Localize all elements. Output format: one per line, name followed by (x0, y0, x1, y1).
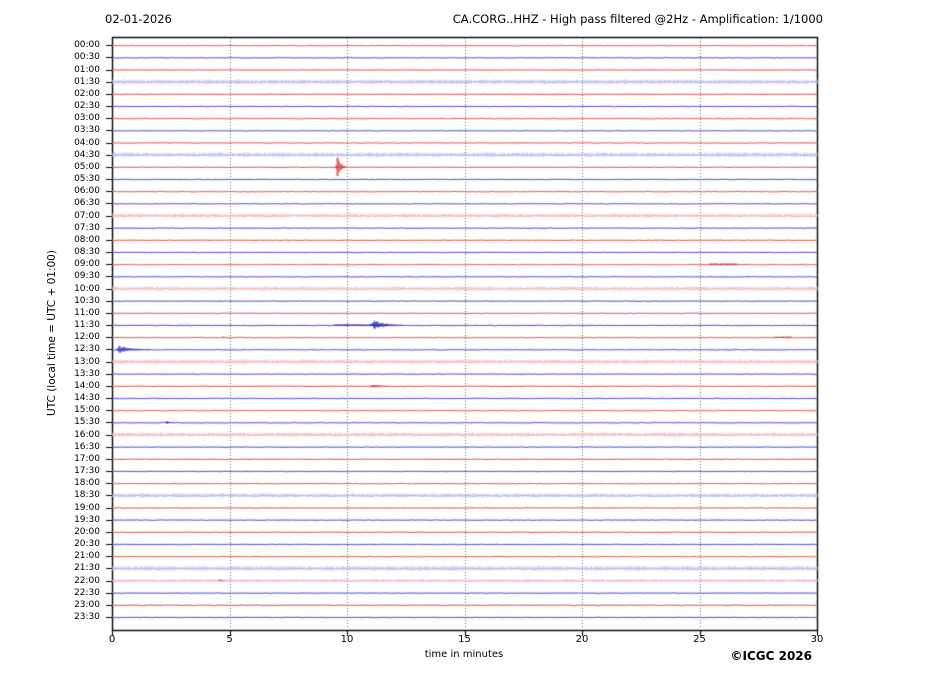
y-tick-label: 22:30 (74, 587, 100, 598)
y-tick-label: 02:00 (74, 88, 100, 99)
x-axis-title: time in minutes (424, 649, 504, 660)
y-tick-label: 19:00 (74, 502, 100, 513)
y-tick-label: 23:00 (74, 599, 100, 610)
y-tick-label: 17:30 (74, 466, 100, 476)
y-tick-label: 21:00 (74, 551, 100, 562)
y-tick-label: 18:30 (74, 490, 100, 501)
y-tick-label: 04:30 (74, 149, 100, 160)
y-tick-label: 03:00 (74, 113, 100, 124)
y-tick-label: 17:00 (74, 453, 100, 464)
y-tick-label: 10:30 (74, 295, 100, 306)
x-tick-label: 10 (340, 634, 354, 645)
y-tick-label: 00:30 (74, 52, 100, 63)
y-tick-label: 16:00 (74, 429, 100, 440)
y-tick-label: 21:30 (74, 563, 100, 574)
y-tick-label: 02:30 (74, 101, 100, 112)
x-tick-label: 20 (575, 634, 589, 645)
y-tick-label: 08:30 (74, 247, 100, 258)
y-tick-label: 09:30 (74, 271, 100, 282)
copyright-label: ©ICGC 2026 (730, 649, 812, 663)
y-tick-label: 20:00 (74, 526, 100, 537)
x-tick-label: 15 (458, 634, 471, 645)
y-tick-label: 06:30 (74, 198, 100, 209)
y-tick-label: 03:30 (74, 125, 100, 136)
y-tick-label: 20:30 (74, 539, 100, 549)
y-tick-label: 15:00 (74, 405, 100, 416)
y-tick-label: 05:30 (74, 174, 100, 185)
y-tick-label: 15:30 (74, 417, 100, 428)
y-tick-label: 23:30 (74, 612, 100, 622)
y-tick-label: 12:30 (74, 344, 100, 355)
y-tick-label: 12:00 (74, 332, 100, 343)
y-tick-label: 13:30 (74, 368, 100, 379)
y-tick-label: 18:00 (74, 478, 100, 489)
y-tick-label: 22:00 (74, 575, 100, 586)
y-tick-label: 19:30 (74, 514, 100, 525)
x-tick-label: 30 (810, 634, 824, 645)
y-tick-label: 09:00 (74, 259, 100, 270)
y-tick-label: 05:00 (74, 161, 100, 172)
y-tick-label: 08:00 (74, 234, 100, 245)
x-tick-label: 5 (226, 634, 233, 645)
x-tick-label: 25 (693, 634, 706, 645)
y-tick-label: 07:30 (74, 222, 100, 233)
y-tick-label: 00:00 (74, 40, 100, 51)
y-tick-label: 01:30 (74, 76, 100, 87)
x-tick-label: 0 (108, 634, 116, 645)
y-tick-label: 14:00 (74, 380, 100, 391)
y-tick-label: 04:00 (74, 137, 100, 148)
y-tick-label: 14:30 (74, 393, 100, 403)
y-tick-label: 11:30 (74, 320, 100, 331)
y-tick-label: 16:30 (74, 441, 100, 452)
y-tick-label: 01:00 (74, 64, 100, 75)
y-tick-label: 11:00 (74, 307, 100, 318)
y-tick-label: 10:00 (74, 283, 100, 294)
y-tick-label: 13:00 (74, 356, 100, 367)
y-tick-label: 07:00 (74, 210, 100, 221)
y-tick-label: 06:00 (74, 186, 100, 197)
